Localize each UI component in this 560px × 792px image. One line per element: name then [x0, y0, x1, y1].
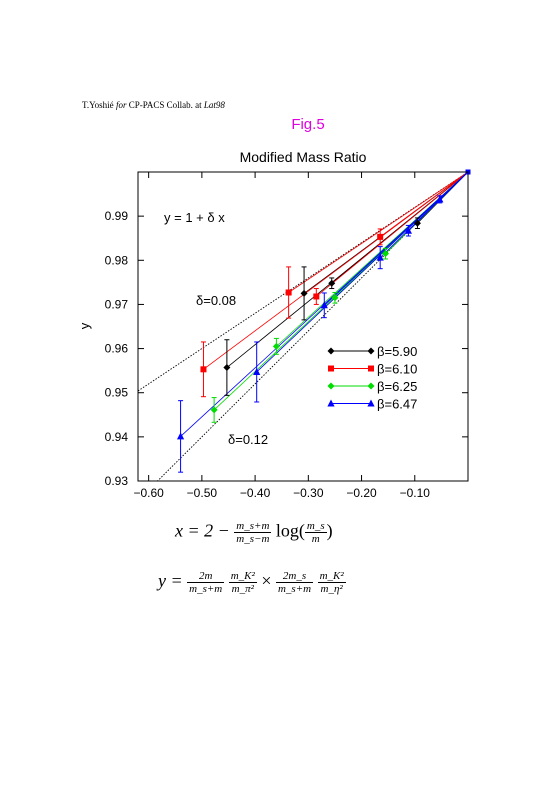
x-tick-label-0: −0.60 [133, 486, 164, 500]
x-tick-label-3: −0.30 [293, 486, 324, 500]
marker-s2-p2 [331, 294, 339, 302]
legend-marker-right-1 [368, 365, 374, 372]
marker-s2-p1 [272, 342, 280, 350]
y-tick-label-3: 0.96 [105, 342, 129, 356]
legend-label-0: β=5.90 [377, 344, 417, 359]
figure-label: Fig.5 [291, 116, 325, 133]
marker-s3-p5 [436, 195, 444, 203]
legend-marker-left-2 [327, 382, 335, 390]
legend-label-2: β=6.25 [377, 379, 417, 394]
chart-title: Modified Mass Ratio [240, 149, 367, 165]
formula-y: y = 2m m_s+m m_K² m_π² × 2m_s m_s+m m_K² m_η… [158, 570, 346, 595]
legend-label-3: β=6.47 [377, 397, 417, 412]
fit-line-s3-p5 [439, 172, 468, 200]
marker-s0-p0 [223, 364, 231, 372]
author-credit: T.Yoshié for CP-PACS Collab. at Lat98 [82, 100, 225, 110]
formula-x: x = 2 − m_s+m m_s−m log(m_s m) [175, 520, 333, 545]
marker-s2-p0 [210, 406, 218, 414]
marker-s0-p1 [300, 289, 308, 297]
plot-frame [137, 171, 469, 482]
marker-s3-p0 [176, 432, 185, 440]
annotation-delta-upper: δ=0.08 [196, 293, 236, 308]
fit-line-s1-p1 [288, 172, 468, 293]
marker-s0-p3 [413, 219, 421, 227]
marker-s1-p0 [200, 366, 207, 373]
legend-marker-right-2 [367, 382, 375, 390]
marker-s1-p3 [377, 233, 384, 240]
annotation-formula: y = 1 + δ x [164, 210, 225, 225]
marker-s2-p3 [382, 250, 389, 258]
y-tick-label-5: 0.98 [105, 253, 129, 267]
annotation-delta-lower: δ=0.12 [228, 432, 268, 447]
legend-marker-right-0 [367, 347, 375, 355]
fit-line-s1-p3 [379, 172, 468, 238]
y-tick-label-2: 0.95 [105, 386, 129, 400]
marker-s3-p2 [320, 301, 328, 309]
marker-s3-p4 [404, 226, 412, 234]
x-tick-label-1: −0.50 [187, 486, 218, 500]
x-tick-label-2: −0.40 [240, 486, 271, 500]
y-tick-label-0: 0.93 [105, 474, 129, 488]
y-tick-label-4: 0.97 [105, 297, 129, 311]
fit-line-s1-p2 [316, 172, 468, 297]
fit-line-s3-p1 [256, 172, 468, 373]
marker-s1-p2 [313, 293, 320, 300]
marker-s3-p3 [376, 253, 384, 261]
marker-s0-p2 [328, 279, 336, 287]
legend-label-1: β=6.10 [377, 362, 417, 377]
fit-line-s3-p2 [324, 172, 468, 306]
legend-marker-left-0 [327, 347, 335, 355]
x-tick-label-5: −0.10 [400, 486, 431, 500]
marker-s1-p1 [285, 289, 292, 296]
legend-marker-left-3 [327, 399, 335, 407]
legend-marker-left-1 [328, 365, 334, 372]
y-axis-label: y [77, 322, 92, 329]
y-tick-label-6: 0.99 [105, 209, 129, 223]
y-tick-label-1: 0.94 [105, 430, 129, 444]
marker-s3-p1 [253, 367, 261, 375]
legend-marker-right-3 [367, 399, 375, 407]
x-tick-label-4: −0.20 [346, 486, 377, 500]
